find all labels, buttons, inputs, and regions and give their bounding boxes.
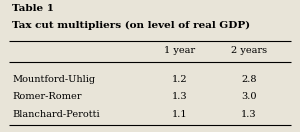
Text: Mountford-Uhlig: Mountford-Uhlig [12, 75, 95, 84]
Text: Table 1: Table 1 [12, 4, 54, 13]
Text: 1.2: 1.2 [172, 75, 188, 84]
Text: Blanchard-Perotti: Blanchard-Perotti [12, 110, 100, 119]
Text: Romer-Romer: Romer-Romer [12, 92, 82, 101]
Text: 1.3: 1.3 [172, 92, 188, 101]
Text: 1 year: 1 year [164, 46, 196, 55]
Text: 3.0: 3.0 [241, 92, 257, 101]
Text: 1.3: 1.3 [241, 110, 257, 119]
Text: Tax cut multipliers (on level of real GDP): Tax cut multipliers (on level of real GD… [12, 21, 250, 30]
Text: 2 years: 2 years [231, 46, 267, 55]
Text: 2.8: 2.8 [241, 75, 257, 84]
Text: 1.1: 1.1 [172, 110, 188, 119]
